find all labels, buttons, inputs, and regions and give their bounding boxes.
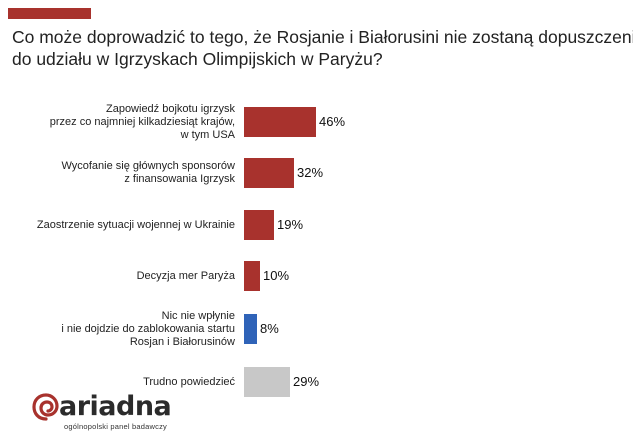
data-label: 19% xyxy=(277,217,304,232)
bar xyxy=(244,314,257,344)
brand-logo: ariadna ogólnopolski panel badawczy xyxy=(32,391,192,436)
bar xyxy=(244,107,316,137)
page-title: Co może doprowadzić to tego, że Rosjanie… xyxy=(12,26,633,70)
category-label-line: z finansowania Igrzysk xyxy=(124,173,235,185)
data-label: 10% xyxy=(263,268,290,283)
spiral-logo-icon xyxy=(32,393,59,421)
bar xyxy=(244,210,274,240)
category-label-line: przez co najmniej kilkadziesiąt krajów, xyxy=(49,115,235,128)
title-line: do udziału w Igrzyskach Olimpijskich w P… xyxy=(12,49,383,69)
bar xyxy=(244,158,294,188)
bar xyxy=(244,261,260,291)
data-label: 29% xyxy=(293,374,320,389)
bar xyxy=(244,367,290,397)
category-label: Zapowiedź bojkotu igrzysk przez co najmni… xyxy=(5,103,235,142)
category-label: Wycofanie się głównych sponsorów z finans… xyxy=(5,160,235,186)
brand-tagline: ogólnopolski panel badawczy xyxy=(64,422,167,431)
category-label-line: i nie dojdzie do zablokowania startu xyxy=(61,322,235,335)
category-label-line: Zaostrzenie sytuacji wojennej w Ukrainie xyxy=(36,218,235,231)
category-label-line: Wycofanie się głównych sponsorów xyxy=(61,160,235,172)
brand-name: ariadna xyxy=(59,391,172,422)
category-label-line: Rosjan i Białorusinów xyxy=(129,335,235,348)
category-label-line: Trudno powiedzieć xyxy=(143,375,235,388)
category-label: Nic nie wpłynie i nie dojdzie do zablokow… xyxy=(5,310,235,349)
title-line: Co może doprowadzić to tego, że Rosjanie… xyxy=(12,27,633,47)
data-label: 8% xyxy=(260,321,279,336)
data-label: 32% xyxy=(297,165,324,180)
category-label: Zaostrzenie sytuacji wojennej w Ukrainie xyxy=(5,219,235,232)
category-label-line: Zapowiedź bojkotu igrzysk xyxy=(105,102,235,115)
category-label: Trudno powiedzieć xyxy=(5,376,235,389)
category-label-line: Nic nie wpłynie xyxy=(161,309,235,322)
category-label-line: w tym USA xyxy=(180,128,235,141)
category-label: Decyzja mer Paryża xyxy=(5,270,235,283)
data-label: 46% xyxy=(319,114,346,129)
accent-bar xyxy=(8,8,91,19)
category-label-line: Decyzja mer Paryża xyxy=(136,269,235,282)
